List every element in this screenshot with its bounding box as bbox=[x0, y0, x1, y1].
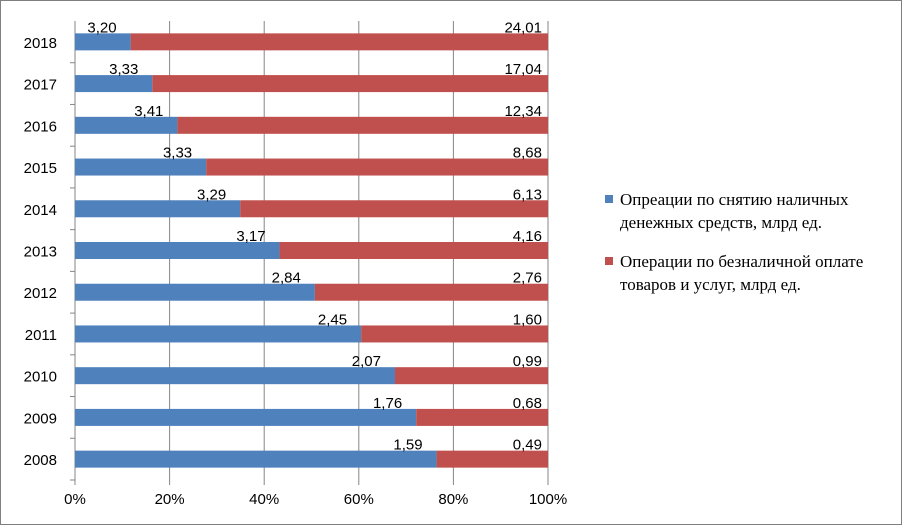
data-label-cash-2012: 2,84 bbox=[272, 270, 301, 287]
data-label-cashless-2013: 4,16 bbox=[513, 228, 542, 245]
bar-cashless-2013 bbox=[279, 242, 548, 259]
data-label-cashless-2008: 0,49 bbox=[513, 437, 542, 454]
data-label-cash-2011: 2,45 bbox=[318, 311, 347, 328]
bar-cashless-2011 bbox=[361, 325, 548, 343]
bar-cashless-2010 bbox=[394, 367, 548, 385]
data-label-cash-2015: 3,33 bbox=[163, 145, 192, 162]
y-tick-label: 2008 bbox=[24, 452, 57, 469]
bar-cashless-2008 bbox=[436, 450, 548, 468]
data-label-cashless-2015: 8,68 bbox=[513, 145, 542, 162]
data-label-cashless-2012: 2,76 bbox=[513, 270, 542, 287]
bar-cash-2017 bbox=[75, 75, 153, 93]
data-label-cash-2016: 3,41 bbox=[134, 103, 163, 120]
bar-cashless-2014 bbox=[240, 200, 548, 218]
data-label-cash-2013: 3,17 bbox=[236, 228, 265, 245]
bar-cash-2016 bbox=[75, 116, 178, 134]
legend: Опреации по снятию наличных денежных сре… bbox=[605, 188, 895, 312]
y-tick-label: 2009 bbox=[24, 410, 57, 427]
data-label-cashless-2018: 24,01 bbox=[504, 19, 542, 36]
y-tick-label: 2016 bbox=[24, 118, 57, 135]
x-tick-label: 100% bbox=[529, 491, 567, 508]
legend-swatch-cashless bbox=[605, 257, 613, 265]
y-tick-label: 2012 bbox=[24, 285, 57, 302]
data-label-cash-2008: 1,59 bbox=[393, 437, 422, 454]
bar-cash-2014 bbox=[75, 200, 241, 218]
data-label-cash-2014: 3,29 bbox=[197, 186, 226, 203]
bar-cash-2018 bbox=[75, 33, 131, 51]
data-label-cashless-2011: 1,60 bbox=[513, 311, 542, 328]
legend-label-cash: Опреации по снятию наличных денежных сре… bbox=[620, 190, 849, 232]
bar-cashless-2009 bbox=[416, 408, 548, 426]
y-tick-label: 2014 bbox=[24, 202, 57, 219]
y-tick-label: 2017 bbox=[24, 77, 57, 94]
y-tick-label: 2013 bbox=[24, 244, 57, 261]
data-label-cashless-2016: 12,34 bbox=[504, 103, 542, 120]
bar-cashless-2016 bbox=[177, 116, 548, 134]
legend-swatch-cash bbox=[605, 195, 613, 203]
y-tick-label: 2011 bbox=[25, 327, 57, 344]
data-label-cashless-2017: 17,04 bbox=[504, 61, 542, 78]
data-label-cash-2017: 3,33 bbox=[109, 61, 138, 78]
x-tick-label: 60% bbox=[344, 491, 374, 508]
data-label-cashless-2009: 0,68 bbox=[513, 395, 542, 412]
legend-item-cashless: Операции по безналичной оплате товаров и… bbox=[605, 250, 895, 296]
bar-cashless-2015 bbox=[206, 158, 549, 176]
legend-label-cashless: Операции по безналичной оплате товаров и… bbox=[620, 252, 864, 294]
bar-cash-2009 bbox=[75, 408, 417, 426]
legend-item-cash: Опреации по снятию наличных денежных сре… bbox=[605, 188, 895, 234]
x-tick-label: 40% bbox=[249, 491, 279, 508]
y-tick-label: 2010 bbox=[24, 369, 57, 386]
data-label-cash-2018: 3,20 bbox=[87, 19, 116, 36]
data-label-cashless-2010: 0,99 bbox=[513, 353, 542, 370]
bar-cash-2011 bbox=[75, 325, 362, 343]
x-tick-label: 80% bbox=[438, 491, 468, 508]
x-tick-label: 20% bbox=[155, 491, 185, 508]
bar-cashless-2012 bbox=[314, 283, 548, 301]
y-tick-label: 2018 bbox=[24, 35, 57, 52]
x-tick-label: 0% bbox=[64, 491, 86, 508]
bar-cashless-2017 bbox=[152, 75, 548, 93]
data-label-cashless-2014: 6,13 bbox=[513, 186, 542, 203]
bar-cashless-2018 bbox=[130, 33, 549, 51]
y-tick-label: 2015 bbox=[24, 160, 57, 177]
bar-cash-2010 bbox=[75, 367, 395, 385]
bar-cash-2013 bbox=[75, 242, 280, 259]
data-label-cash-2010: 2,07 bbox=[352, 353, 381, 370]
bar-cash-2008 bbox=[75, 450, 437, 468]
bar-cash-2015 bbox=[75, 158, 207, 176]
data-label-cash-2009: 1,76 bbox=[373, 395, 402, 412]
bar-cash-2012 bbox=[75, 283, 315, 301]
